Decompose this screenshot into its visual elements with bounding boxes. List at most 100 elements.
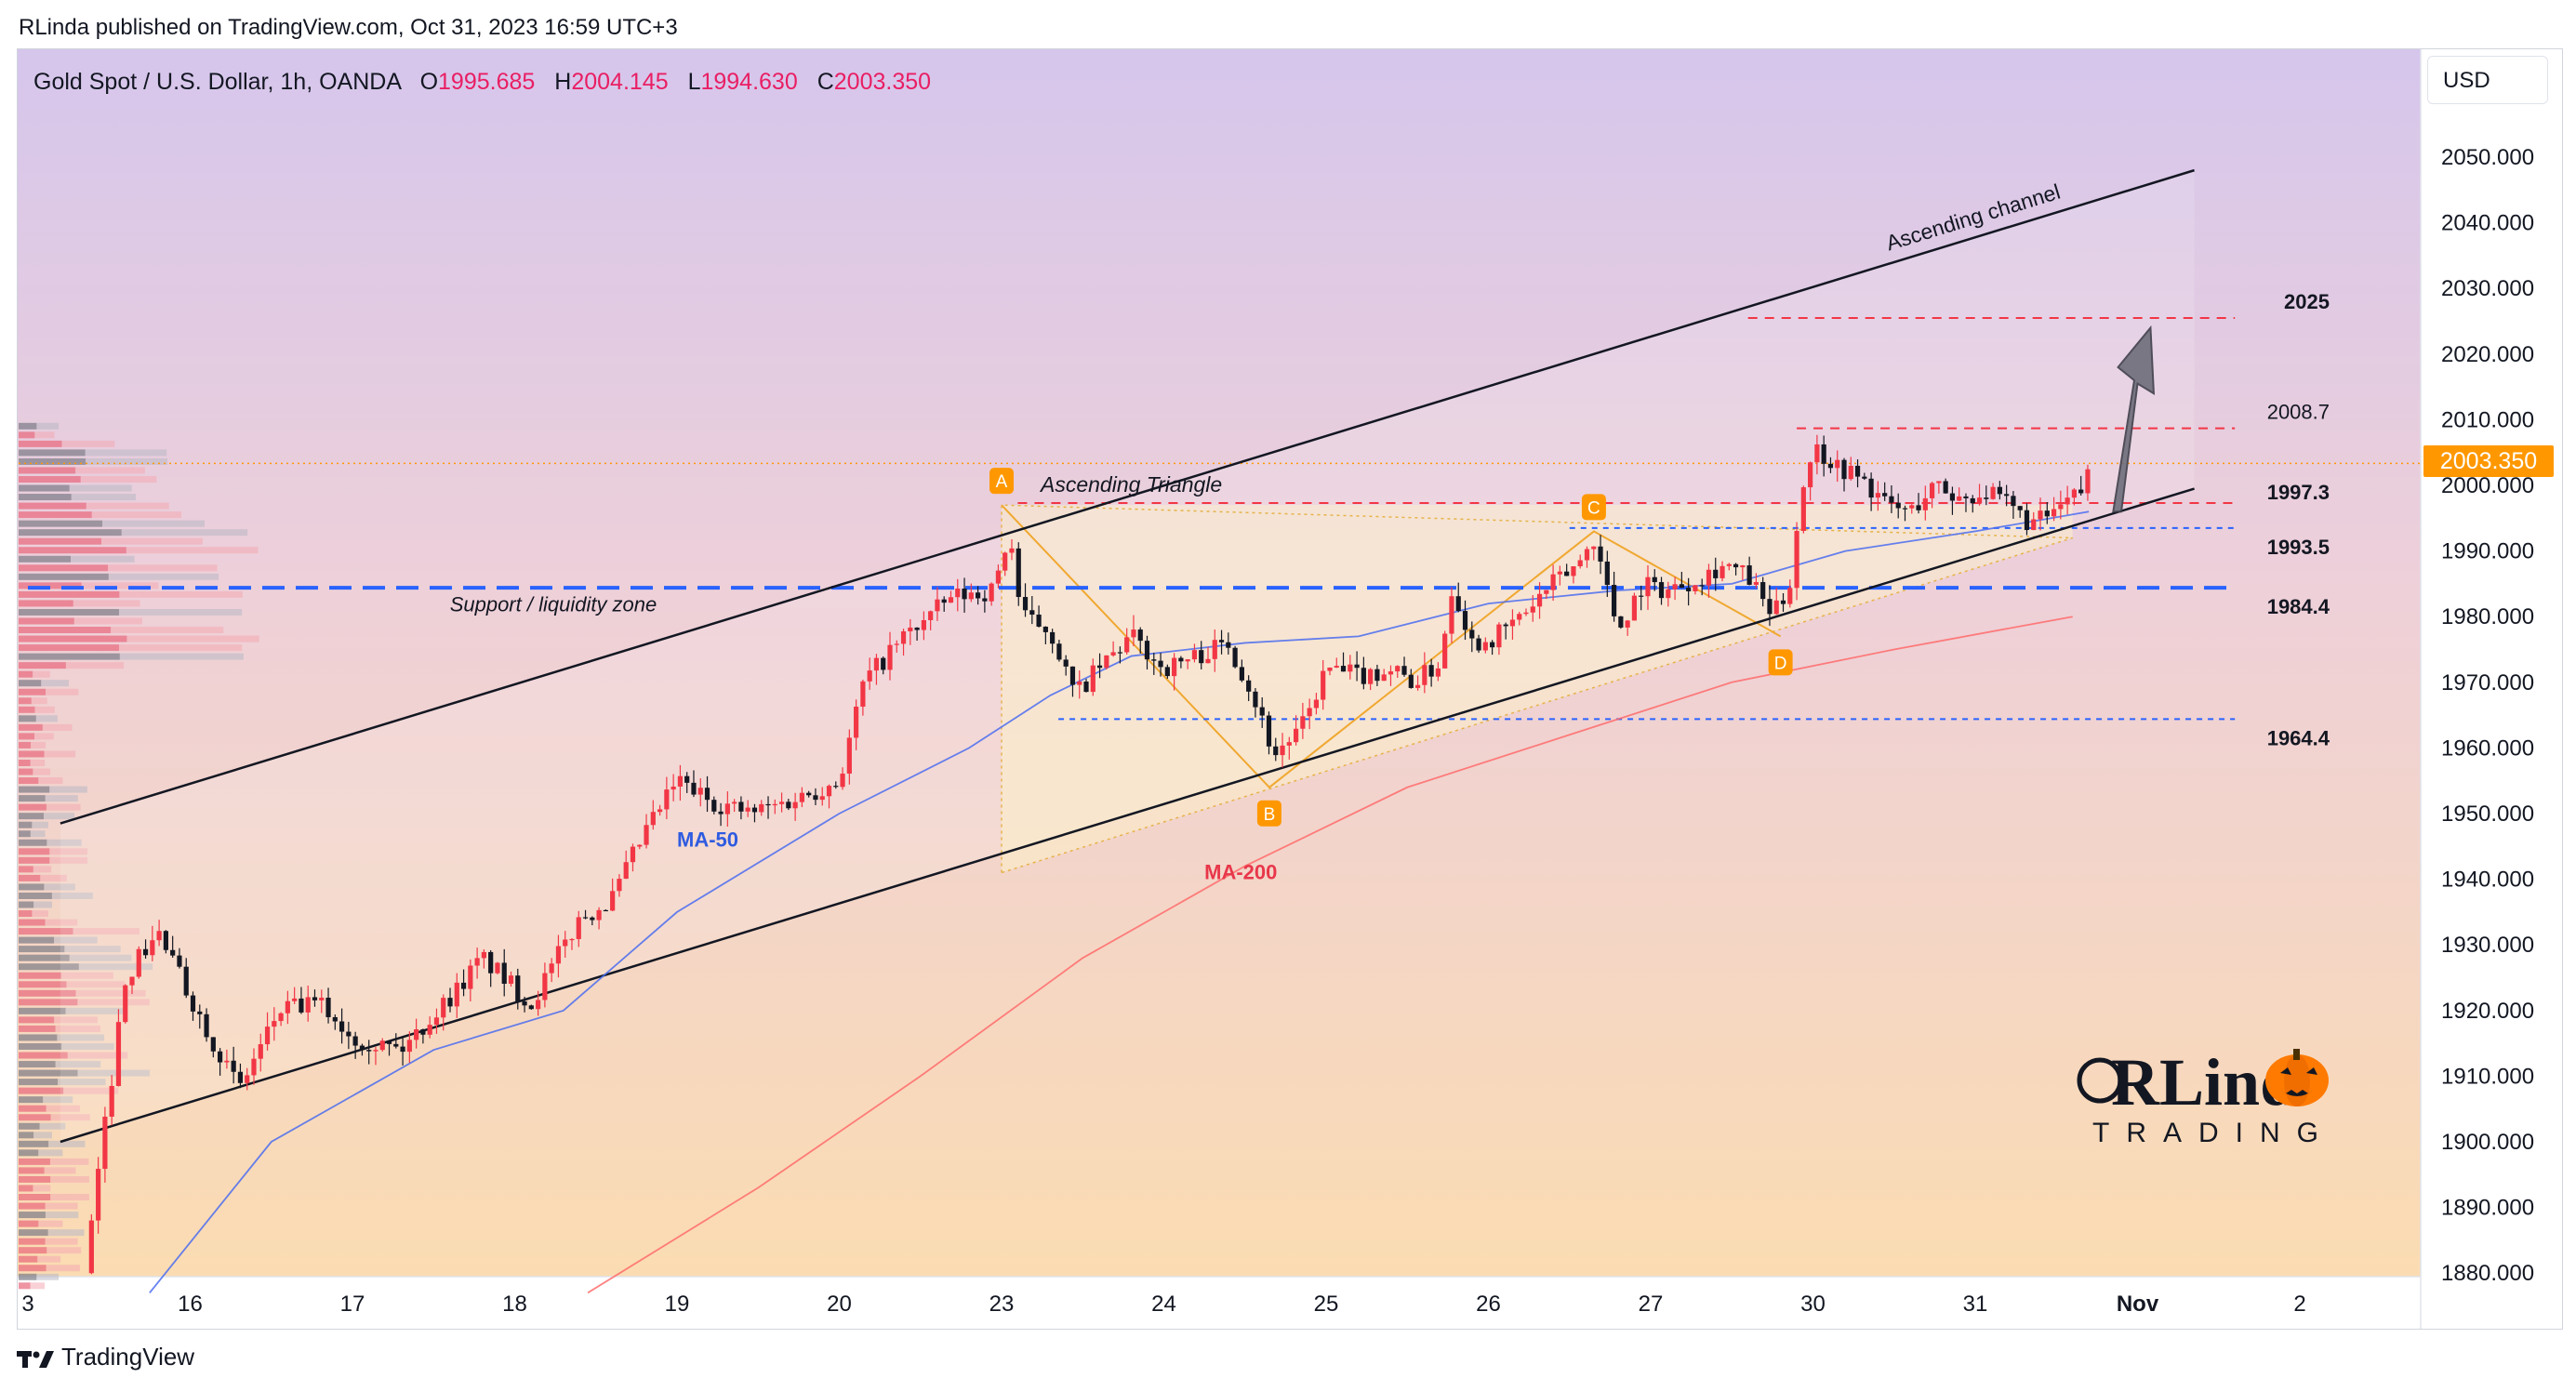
candle-body <box>488 951 494 974</box>
candle-body <box>109 1085 114 1117</box>
price-axis[interactable]: 2050.000 2040.000 2030.000 2020.000 2010.000… <box>2441 145 2534 1286</box>
volume-bar <box>48 1140 86 1147</box>
pumpkin-icon <box>2265 1049 2329 1106</box>
currency-button[interactable]: USD <box>2427 56 2548 104</box>
candle-body <box>258 1044 263 1059</box>
candle-body <box>846 737 852 775</box>
annotation-label: MA-50 <box>677 828 738 851</box>
volume-bar <box>51 892 93 899</box>
series-line-ma-50 <box>149 510 2090 1293</box>
high-value: 2004.145 <box>571 69 669 95</box>
candle-body <box>664 789 670 810</box>
volume-bar <box>19 874 41 881</box>
volume-bar <box>19 1149 39 1157</box>
candle-body <box>860 681 866 707</box>
candle-body <box>671 786 676 790</box>
chart-frame[interactable] <box>17 48 2563 1330</box>
volume-bar <box>86 457 168 465</box>
candle-body <box>1753 582 1759 585</box>
candle-body <box>379 1040 385 1051</box>
volume-bar <box>55 1025 101 1032</box>
candle-body <box>522 1000 527 1006</box>
volume-bar <box>38 1220 63 1227</box>
candle-body <box>1191 650 1198 660</box>
volume-bar <box>111 627 224 634</box>
candle-body <box>129 976 135 986</box>
candle-body <box>1164 667 1170 677</box>
volume-bar <box>19 1016 55 1024</box>
price-tick-label: 1960.000 <box>2441 735 2534 761</box>
candle-body <box>1997 486 2002 495</box>
volume-bar <box>19 795 46 802</box>
symbol-name: Gold Spot / U.S. Dollar, 1h, OANDA <box>33 69 401 95</box>
candle-body <box>447 998 453 1007</box>
volume-bar <box>44 1167 76 1174</box>
candle-body <box>1321 670 1326 700</box>
volume-bar <box>34 733 54 740</box>
channel-fill <box>60 170 2195 1142</box>
candle-body <box>867 670 872 682</box>
candle-body <box>1253 691 1258 708</box>
volume-bar <box>19 422 37 430</box>
candle-body <box>1408 674 1414 688</box>
candle-body <box>982 598 988 602</box>
volume-bar <box>32 910 49 918</box>
candle-body <box>433 1017 440 1026</box>
tradingview-brand[interactable]: TradingView <box>17 1343 194 1371</box>
candle-body <box>1848 465 1853 480</box>
candle-body <box>1787 588 1793 604</box>
volume-bar <box>31 741 46 748</box>
candle-body <box>346 1031 352 1037</box>
candle-body <box>637 844 643 847</box>
volume-bar <box>19 839 47 846</box>
chart-labels: Ascending Triangle A B C D Support / liquidit… <box>450 468 1793 884</box>
candle-body <box>826 786 832 797</box>
candle-body <box>1523 612 1529 615</box>
volume-bar <box>61 1042 114 1050</box>
time-axis[interactable]: 3 16 17 18 19 20 23 24 25 26 27 30 31 Nov 2 <box>21 1292 2305 1317</box>
candle-body <box>1584 549 1590 561</box>
volume-bar <box>19 1140 49 1147</box>
volume-bar <box>19 537 102 545</box>
volume-bar <box>65 662 125 669</box>
volume-bar <box>80 475 157 483</box>
candle-body <box>1936 481 1942 484</box>
volume-bar <box>19 1052 68 1059</box>
volume-bar <box>67 1052 128 1059</box>
volume-bar <box>32 821 48 828</box>
level-label-2008.7: 2008.7 <box>2267 401 2330 424</box>
candle-body <box>1909 505 1915 509</box>
candle-body <box>935 599 940 612</box>
candle-body <box>2004 494 2010 497</box>
volume-bar <box>54 1016 98 1024</box>
volume-bar <box>19 821 33 828</box>
candle-body <box>1767 599 1773 615</box>
candle-body <box>1036 615 1042 627</box>
candle-body <box>481 951 486 959</box>
candle-body <box>2078 489 2084 494</box>
candle-body <box>921 619 926 630</box>
candle-body <box>873 657 880 671</box>
candle-body <box>1686 588 1692 591</box>
candle-body <box>454 982 459 1007</box>
projection-arrow-icon <box>2112 325 2156 513</box>
volume-bar <box>73 928 139 935</box>
volume-bar <box>46 803 81 811</box>
volume-bar <box>19 697 32 705</box>
time-tick-label: 30 <box>1800 1292 1826 1317</box>
candle-body <box>1862 476 1867 479</box>
candle-body <box>813 795 818 801</box>
volume-bar <box>121 529 248 537</box>
candle-body <box>1490 642 1495 648</box>
triangle-outline <box>1001 504 2073 874</box>
candle-body <box>1293 728 1299 743</box>
volume-bar <box>54 936 98 944</box>
candle-body <box>359 1045 365 1051</box>
volume-bar <box>19 1238 46 1245</box>
candle-body <box>96 1169 101 1221</box>
candle-body <box>352 1036 358 1046</box>
candle-body <box>142 948 149 956</box>
candle-body <box>1117 652 1123 654</box>
pattern-point-label: C <box>1587 498 1600 518</box>
